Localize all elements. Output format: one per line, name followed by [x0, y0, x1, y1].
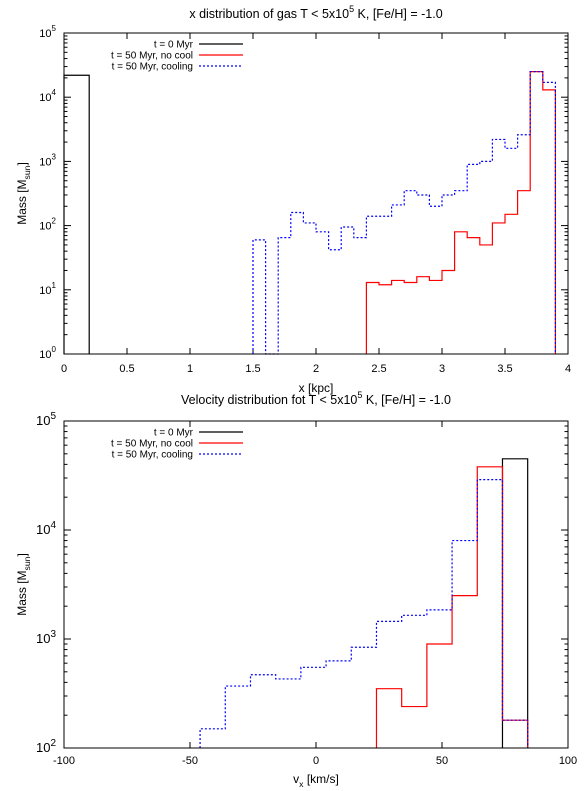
- y-tick-exponent: 2: [52, 217, 57, 226]
- x-tick-label: 0.5: [119, 363, 134, 375]
- x-tick-label: 2: [313, 363, 319, 375]
- y-tick-label: 105: [39, 24, 56, 40]
- y-tick-label: 101: [39, 281, 56, 297]
- y-axis-label: Mass [Msun]: [15, 162, 32, 225]
- legend-label: t = 50 Myr, no cool: [111, 51, 193, 62]
- x-axis-label-sub: x: [299, 779, 304, 789]
- chart-title: x distribution of gas T < 5x105 K, [Fe/H…: [189, 4, 442, 21]
- y-tick-label: 105: [36, 411, 56, 428]
- histogram-series-cooling: [199, 478, 529, 748]
- y-tick-base: 10: [39, 156, 51, 168]
- legend-label: t = 50 Myr, no cool: [111, 439, 193, 450]
- y-axis-label-part: ]: [15, 553, 29, 556]
- y-tick-label: 104: [39, 88, 56, 104]
- y-axis-label-part: Mass [M: [15, 179, 29, 224]
- x-axis-label-part: [km/s]: [303, 772, 338, 786]
- y-tick-base: 10: [36, 631, 50, 646]
- x-tick-label: 1.5: [245, 363, 260, 375]
- chart-title: Velocity distribution fot T < 5x105 K, […: [181, 390, 451, 407]
- chart-title-part: K, [Fe/H] = -1.0: [362, 393, 451, 407]
- plot-frame: [63, 32, 569, 355]
- x-tick-label: 0: [61, 363, 67, 375]
- y-tick-exponent: 3: [52, 152, 57, 161]
- y-tick-exponent: 0: [52, 345, 57, 354]
- legend-label: t = 0 Myr: [154, 428, 194, 439]
- y-tick-label: 103: [36, 629, 56, 646]
- y-axis-label-part: Mass [M: [15, 570, 29, 615]
- y-axis-label-sub: sun: [22, 556, 32, 570]
- y-tick-base: 10: [39, 92, 51, 104]
- x-axis-label-part: v: [293, 772, 299, 786]
- y-tick-exponent: 1: [52, 281, 57, 290]
- y-tick-base: 10: [39, 285, 51, 297]
- y-tick-exponent: 3: [50, 629, 56, 640]
- x-tick-label: 3: [439, 363, 445, 375]
- chart-title-part: Velocity distribution fot T < 5x10: [181, 393, 357, 407]
- legend-label: t = 50 Myr, cooling: [112, 62, 193, 73]
- y-tick-base: 10: [39, 349, 51, 361]
- y-tick-exponent: 2: [50, 738, 56, 749]
- y-tick-label: 104: [36, 520, 56, 537]
- y-tick-label: 102: [39, 217, 56, 233]
- y-tick-label: 100: [39, 345, 56, 361]
- x-tick-label: 1: [187, 363, 193, 375]
- plot-frame: [63, 420, 569, 749]
- y-axis-label-sub: sun: [22, 165, 32, 179]
- y-tick-base: 10: [36, 740, 50, 755]
- x-tick-label: 2.5: [371, 363, 386, 375]
- histogram-series-t0: [63, 74, 90, 354]
- x-tick-label: 4: [565, 363, 571, 375]
- x-tick-label: 50: [436, 755, 448, 767]
- x-tick-label: 3.5: [497, 363, 512, 375]
- y-tick-base: 10: [39, 28, 51, 40]
- chart-title-part: K, [Fe/H] = -1.0: [354, 7, 443, 21]
- y-axis-label: Mass [Msun]: [15, 553, 32, 616]
- legend-label: t = 0 Myr: [154, 40, 194, 51]
- x-tick-label: 0: [313, 755, 319, 767]
- chart-title-sup: 5: [357, 390, 362, 400]
- histogram-series-t0: [501, 458, 529, 748]
- chart-title-part: x distribution of gas T < 5x10: [189, 7, 349, 21]
- y-tick-exponent: 5: [52, 24, 57, 33]
- x-tick-label: -100: [53, 755, 75, 767]
- y-tick-base: 10: [39, 221, 51, 233]
- chart-title-sup: 5: [349, 4, 354, 14]
- y-tick-label: 103: [39, 152, 56, 168]
- x-tick-label: -50: [182, 755, 198, 767]
- y-tick-base: 10: [36, 413, 50, 428]
- y-tick-label: 102: [36, 738, 56, 755]
- x-tick-label: 100: [559, 755, 577, 767]
- y-tick-exponent: 4: [50, 520, 56, 531]
- y-tick-exponent: 4: [52, 88, 57, 97]
- y-tick-base: 10: [36, 522, 50, 537]
- legend-label: t = 50 Myr, cooling: [112, 450, 193, 461]
- x-axis-label: vx [km/s]: [293, 772, 339, 789]
- histogram-series-cooling: [252, 71, 556, 355]
- x-axis-label: x [kpc]: [299, 381, 334, 395]
- y-axis-label-part: ]: [15, 162, 29, 165]
- histogram-series-no-cool: [365, 71, 556, 354]
- y-tick-exponent: 5: [50, 411, 56, 422]
